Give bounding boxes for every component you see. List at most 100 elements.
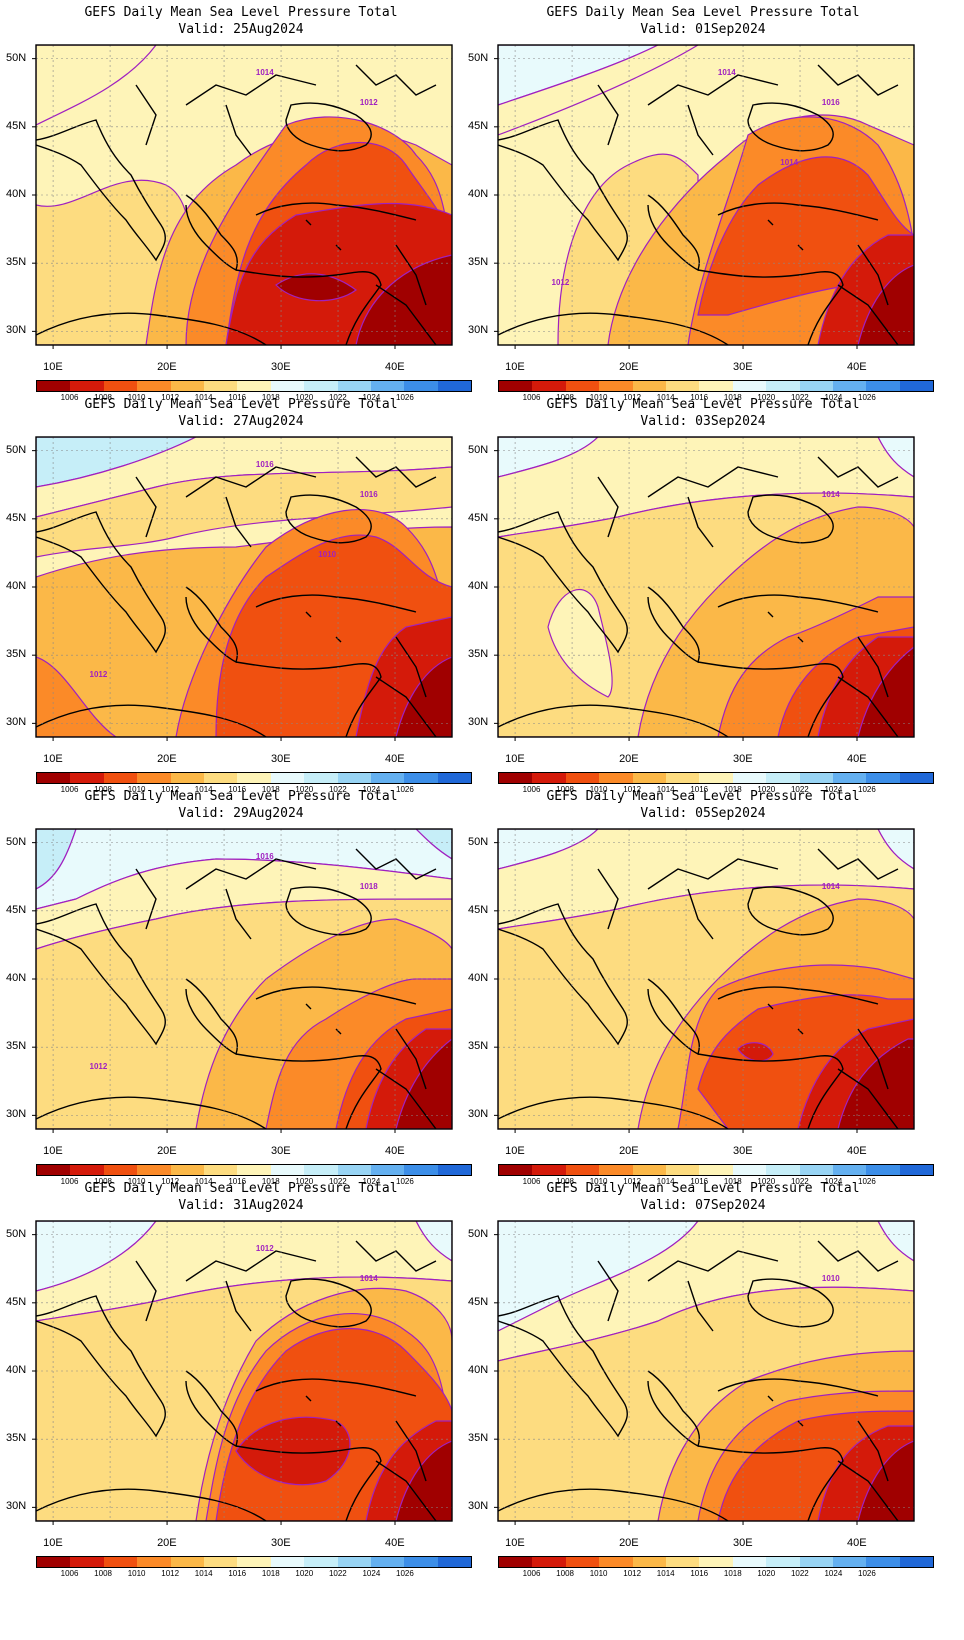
lon-label: 40E <box>847 361 867 373</box>
colorbar-label: 1020 <box>295 785 314 794</box>
coastline <box>697 1053 844 1129</box>
coastline <box>498 511 628 654</box>
colorbar-swatch <box>170 381 204 391</box>
lat-label: 50N <box>468 51 489 64</box>
coastline <box>36 704 267 737</box>
colorbar-swatch <box>732 381 767 391</box>
coastline <box>747 102 834 152</box>
colorbar-label: 1020 <box>757 1177 776 1186</box>
lon-label: 40E <box>385 1145 405 1157</box>
colorbar-swatch <box>499 1165 533 1175</box>
coastline <box>185 74 317 106</box>
pressure-band <box>235 1416 452 1521</box>
colorbar-label: 1024 <box>824 785 843 794</box>
colorbar-swatch <box>103 773 138 783</box>
colorbar-swatch <box>532 773 566 783</box>
colorbar-label: 1024 <box>362 1177 381 1186</box>
coastline <box>647 466 779 498</box>
coastline <box>837 1460 899 1521</box>
pressure-band <box>36 45 157 126</box>
colorbar-label: 1012 <box>161 785 180 794</box>
colorbar-swatch <box>499 381 533 391</box>
colorbar-swatch <box>766 1557 800 1567</box>
contour-label: 1012 <box>90 1062 108 1071</box>
contour-label: 1014 <box>780 158 798 167</box>
coastline <box>767 1003 804 1035</box>
colorbar-swatch <box>665 773 700 783</box>
lon-label: 40E <box>385 361 405 373</box>
colorbar-swatch <box>599 1165 633 1175</box>
lon-label: 10E <box>505 361 525 373</box>
colorbar-label: 1022 <box>790 393 809 402</box>
colorbar-swatch <box>565 1557 600 1567</box>
colorbar-swatch <box>237 381 271 391</box>
lon-label: 30E <box>733 361 753 373</box>
colorbar-swatch <box>203 1557 238 1567</box>
lat-label: 45N <box>468 903 489 916</box>
coastline <box>36 1295 166 1438</box>
coastline <box>285 1278 372 1328</box>
contour-label: 1016 <box>256 460 274 469</box>
lat-label: 35N <box>6 1432 27 1445</box>
coastline <box>355 1240 437 1272</box>
lon-label: 20E <box>157 1145 177 1157</box>
lon-label: 10E <box>43 361 63 373</box>
lat-label: 35N <box>468 648 489 661</box>
map-panel: GEFS Daily Mean Sea Level Pressure Total… <box>0 392 482 802</box>
pressure-map: 1014 1012 <box>32 1220 453 1525</box>
lat-label: 30N <box>468 716 489 729</box>
colorbar-swatch <box>304 1165 338 1175</box>
colorbar-label: 1026 <box>858 393 876 402</box>
panel-title: GEFS Daily Mean Sea Level Pressure Total <box>84 789 398 804</box>
coastline <box>767 611 804 643</box>
colorbar-label: 1020 <box>295 1177 314 1186</box>
lat-label: 40N <box>468 580 489 592</box>
panel-title: GEFS Daily Mean Sea Level Pressure Total <box>546 397 860 412</box>
colorbar-swatch <box>203 381 238 391</box>
colorbar-label: 1024 <box>362 1569 381 1578</box>
coastline <box>395 1420 427 1482</box>
lat-label: 50N <box>6 1227 27 1240</box>
colorbar-label: 1008 <box>94 393 112 402</box>
contour-label: 1016 <box>360 490 378 499</box>
coastline <box>135 84 157 146</box>
lat-label: 35N <box>468 1432 489 1445</box>
colorbar-swatch <box>37 1165 71 1175</box>
panel-valid-date: Valid: 25Aug2024 <box>178 22 304 37</box>
lat-label: 45N <box>468 511 489 524</box>
coastline <box>235 269 382 345</box>
colorbar-swatch <box>304 1557 338 1567</box>
coastline <box>498 1096 729 1129</box>
contour-label: 1012 <box>360 98 378 107</box>
map-panel: GEFS Daily Mean Sea Level Pressure Total… <box>0 784 482 1194</box>
coastline <box>687 1280 714 1332</box>
colorbar-label: 1012 <box>161 1177 180 1186</box>
colorbar-label: 1010 <box>127 1177 146 1186</box>
colorbar-label: 1010 <box>589 785 608 794</box>
colorbar-swatch <box>137 773 171 783</box>
colorbar-swatch <box>732 1557 767 1567</box>
colorbar-swatch <box>565 773 600 783</box>
coastline <box>857 636 889 698</box>
colorbar-label: 1024 <box>824 1569 843 1578</box>
lat-label: 30N <box>468 1108 489 1121</box>
lat-label: 50N <box>468 1227 489 1240</box>
colorbar-swatch <box>437 1165 472 1175</box>
colorbar-labels: 1006 1008 1010 1012 1014 1016 1018 1020 1022 1024… <box>36 1569 472 1581</box>
colorbar-swatch <box>899 773 934 783</box>
coastline <box>235 1053 382 1129</box>
colorbar-swatch <box>599 381 633 391</box>
colorbar-label: 1022 <box>328 1177 347 1186</box>
contour-label: 1010 <box>318 550 336 559</box>
colorbar-label: 1006 <box>522 1177 541 1186</box>
colorbar-label: 1012 <box>623 785 642 794</box>
coastline <box>817 848 899 880</box>
coastline <box>255 202 417 221</box>
colorbar-label: 1022 <box>790 785 809 794</box>
colorbar-label: 1022 <box>790 1177 809 1186</box>
contour-label: 1014 <box>822 490 840 499</box>
coastline <box>135 868 157 930</box>
colorbar-swatch <box>237 1165 271 1175</box>
coastline <box>375 676 437 737</box>
coastline <box>697 269 844 345</box>
